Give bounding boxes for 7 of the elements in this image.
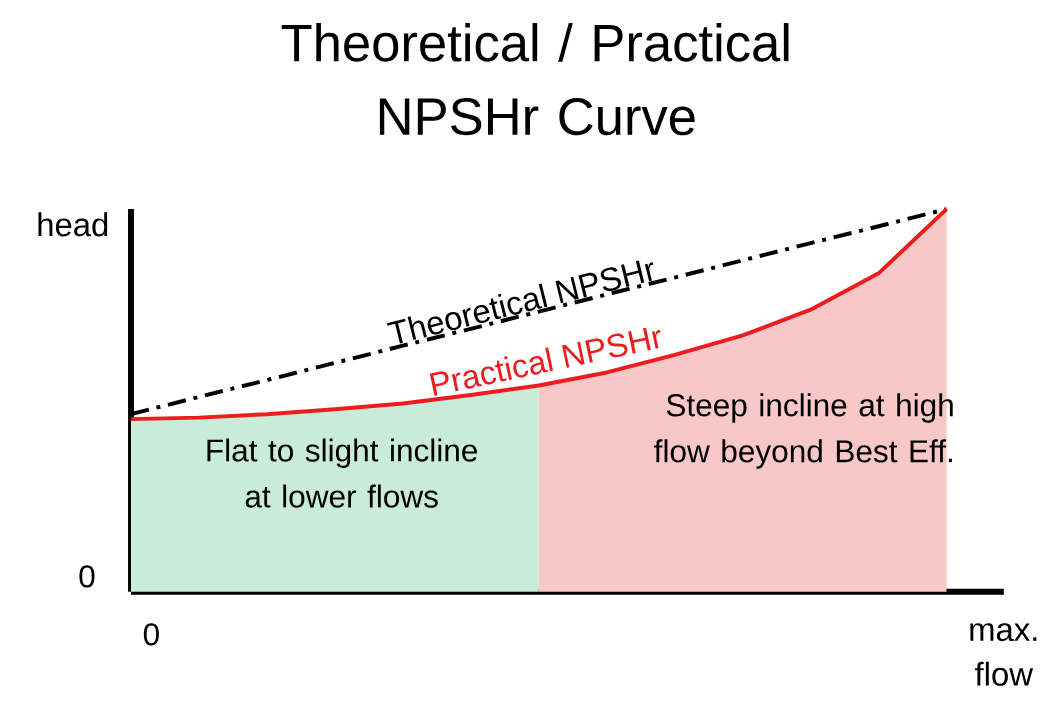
y-axis-title: head <box>38 212 108 237</box>
annotation: Steep incline at high flow beyond Best Eff. <box>654 393 953 469</box>
x-axis-title: max. flow <box>970 623 1037 686</box>
annotation: Flat to slight incline at lower flows <box>207 438 478 508</box>
chart-title: Theoretical / Practical NPSHr Curve <box>281 22 789 136</box>
text: 0 <box>79 565 95 588</box>
text: 0 <box>143 623 159 646</box>
